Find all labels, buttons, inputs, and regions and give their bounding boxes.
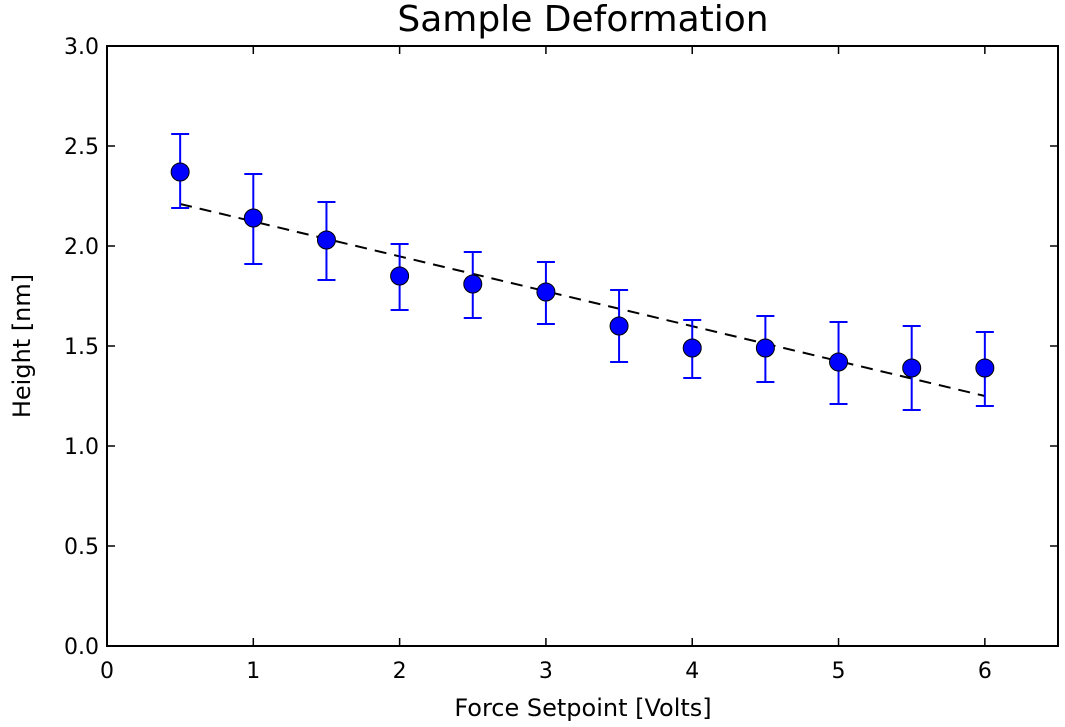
x-tick-label: 3	[539, 659, 553, 684]
plot-area	[170, 133, 995, 411]
data-point	[829, 352, 849, 372]
data-point	[536, 282, 556, 302]
y-tick-label: 2.0	[64, 235, 99, 260]
x-tick-label: 5	[832, 659, 846, 684]
y-tick-label: 1.0	[64, 435, 99, 460]
data-point	[316, 230, 336, 250]
plot-frame	[106, 45, 1059, 647]
y-tick-label: 3.0	[64, 35, 99, 60]
y-tick-label: 0.5	[64, 535, 99, 560]
x-axis-label: Force Setpoint [Volts]	[454, 694, 711, 722]
data-point	[390, 266, 410, 286]
fit-line	[179, 203, 986, 397]
data-point	[755, 338, 775, 358]
data-point	[902, 358, 922, 378]
y-tick-label: 1.5	[64, 335, 99, 360]
x-tick-label: 1	[246, 659, 260, 684]
data-point	[609, 316, 629, 336]
data-point	[682, 338, 702, 358]
x-tick-label: 6	[978, 659, 992, 684]
axis-ticks: 0 1 2 3 4 5 6 0.0 0.5 1.0 1.5 2.0 2.5 3.0	[64, 35, 1058, 684]
y-axis-label: Height [nm]	[8, 274, 36, 418]
x-tick-label: 0	[100, 659, 114, 684]
data-point	[975, 358, 995, 378]
y-tick-label: 2.5	[64, 135, 99, 160]
x-tick-label: 4	[685, 659, 699, 684]
chart-title: Sample Deformation	[397, 0, 768, 40]
data-point	[170, 162, 190, 182]
data-point	[463, 274, 483, 294]
data-point	[243, 208, 263, 228]
y-tick-label: 0.0	[64, 635, 99, 660]
x-tick-label: 2	[393, 659, 407, 684]
